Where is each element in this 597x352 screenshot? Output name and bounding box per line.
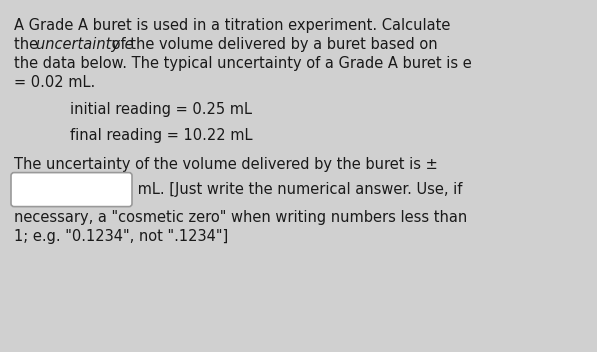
Text: the: the — [14, 37, 43, 52]
Text: of the volume delivered by a buret based on: of the volume delivered by a buret based… — [107, 37, 438, 52]
Text: final reading = 10.22 mL: final reading = 10.22 mL — [70, 128, 253, 143]
Text: 1; e.g. "0.1234", not ".1234"]: 1; e.g. "0.1234", not ".1234"] — [14, 228, 228, 244]
Text: initial reading = 0.25 mL: initial reading = 0.25 mL — [70, 102, 252, 117]
Text: The uncertainty of the volume delivered by the buret is ±: The uncertainty of the volume delivered … — [14, 157, 438, 172]
Text: the data below. The typical uncertainty of a Grade A buret is e: the data below. The typical uncertainty … — [14, 56, 472, 71]
Text: mL. [Just write the numerical answer. Use, if: mL. [Just write the numerical answer. Us… — [133, 182, 462, 197]
FancyBboxPatch shape — [11, 172, 132, 207]
Text: uncertainty e: uncertainty e — [36, 37, 134, 52]
Text: necessary, a "cosmetic zero" when writing numbers less than: necessary, a "cosmetic zero" when writin… — [14, 209, 467, 225]
Text: = 0.02 mL.: = 0.02 mL. — [14, 75, 96, 90]
Text: A Grade A buret is used in a titration experiment. Calculate: A Grade A buret is used in a titration e… — [14, 18, 450, 33]
